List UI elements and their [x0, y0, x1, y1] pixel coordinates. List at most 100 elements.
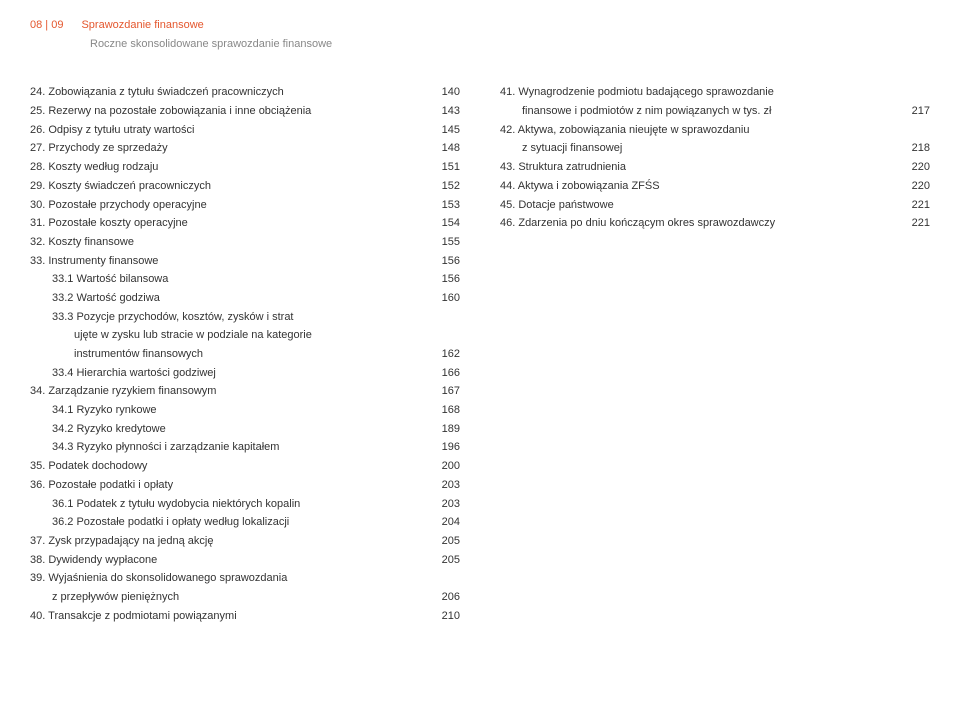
toc-row: 32. Koszty finansowe155 — [30, 233, 460, 252]
toc-row: 29. Koszty świadczeń pracowniczych152 — [30, 177, 460, 196]
toc-page-number: 189 — [432, 420, 460, 439]
toc-label: 41. Wynagrodzenie podmiotu badającego sp… — [500, 83, 902, 102]
toc-label: finansowe i podmiotów z nim powiązanych … — [500, 102, 902, 121]
toc-row: 30. Pozostałe przychody operacyjne153 — [30, 196, 460, 215]
toc-label: 46. Zdarzenia po dniu kończącym okres sp… — [500, 214, 902, 233]
toc-row: 36. Pozostałe podatki i opłaty203 — [30, 476, 460, 495]
toc-row: 38. Dywidendy wypłacone205 — [30, 551, 460, 570]
toc-row: 34. Zarządzanie ryzykiem finansowym167 — [30, 382, 460, 401]
toc-page-number: 205 — [432, 532, 460, 551]
toc-label: 30. Pozostałe przychody operacyjne — [30, 196, 432, 215]
doc-subtitle: Roczne skonsolidowane sprawozdanie finan… — [90, 35, 930, 54]
toc-row: 24. Zobowiązania z tytułu świadczeń prac… — [30, 83, 460, 102]
toc-label: 40. Transakcje z podmiotami powiązanymi — [30, 607, 432, 626]
toc-page-number: 145 — [432, 121, 460, 140]
toc-row: 36.2 Pozostałe podatki i opłaty według l… — [30, 513, 460, 532]
toc-row: 34.3 Ryzyko płynności i zarządzanie kapi… — [30, 438, 460, 457]
toc-page-number: 203 — [432, 476, 460, 495]
toc-label: 34.2 Ryzyko kredytowe — [30, 420, 432, 439]
toc-row: z przepływów pieniężnych206 — [30, 588, 460, 607]
toc-page-number: 153 — [432, 196, 460, 215]
toc-page-number: 168 — [432, 401, 460, 420]
toc-page-number: 210 — [432, 607, 460, 626]
toc-page-number: 217 — [902, 102, 930, 121]
toc-row: 34.1 Ryzyko rynkowe168 — [30, 401, 460, 420]
toc-row: 28. Koszty według rodzaju151 — [30, 158, 460, 177]
toc-column-right: 41. Wynagrodzenie podmiotu badającego sp… — [500, 83, 930, 625]
toc-row: 40. Transakcje z podmiotami powiązanymi2… — [30, 607, 460, 626]
toc-label: 28. Koszty według rodzaju — [30, 158, 432, 177]
toc-row: 44. Aktywa i zobowiązania ZFŚS220 — [500, 177, 930, 196]
toc-page-number: 166 — [432, 364, 460, 383]
toc-page-number: 205 — [432, 551, 460, 570]
page-number: 08 | 09 — [30, 16, 63, 35]
toc-page-number: 206 — [432, 588, 460, 607]
toc-label: 44. Aktywa i zobowiązania ZFŚS — [500, 177, 902, 196]
toc-label: 36. Pozostałe podatki i opłaty — [30, 476, 432, 495]
toc-page-number: 143 — [432, 102, 460, 121]
toc-label: z sytuacji finansowej — [500, 139, 902, 158]
toc-row: 45. Dotacje państwowe221 — [500, 196, 930, 215]
toc-row: 33.1 Wartość bilansowa156 — [30, 270, 460, 289]
header-row: 08 | 09 Sprawozdanie finansowe — [30, 16, 930, 35]
toc-row: 31. Pozostałe koszty operacyjne154 — [30, 214, 460, 233]
toc-label: 36.2 Pozostałe podatki i opłaty według l… — [30, 513, 432, 532]
toc-row: 42. Aktywa, zobowiązania nieujęte w spra… — [500, 121, 930, 140]
toc-row: 26. Odpisy z tytułu utraty wartości145 — [30, 121, 460, 140]
toc-row: 37. Zysk przypadający na jedną akcję205 — [30, 532, 460, 551]
toc-row: 36.1 Podatek z tytułu wydobycia niektóry… — [30, 495, 460, 514]
toc-label: 26. Odpisy z tytułu utraty wartości — [30, 121, 432, 140]
toc-row: 27. Przychody ze sprzedaży148 — [30, 139, 460, 158]
toc-page-number: 221 — [902, 214, 930, 233]
toc-label: ujęte w zysku lub stracie w podziale na … — [30, 326, 432, 345]
toc-page-number: 203 — [432, 495, 460, 514]
toc-row: instrumentów finansowych162 — [30, 345, 460, 364]
toc-row: z sytuacji finansowej218 — [500, 139, 930, 158]
toc-row: 41. Wynagrodzenie podmiotu badającego sp… — [500, 83, 930, 102]
toc-label: instrumentów finansowych — [30, 345, 432, 364]
toc-page-number: 221 — [902, 196, 930, 215]
toc-row: 39. Wyjaśnienia do skonsolidowanego spra… — [30, 569, 460, 588]
toc-row: 33.2 Wartość godziwa160 — [30, 289, 460, 308]
toc-label: 39. Wyjaśnienia do skonsolidowanego spra… — [30, 569, 432, 588]
toc-page-number: 220 — [902, 158, 930, 177]
toc-label: 29. Koszty świadczeń pracowniczych — [30, 177, 432, 196]
toc-row: 34.2 Ryzyko kredytowe189 — [30, 420, 460, 439]
toc-page-number: 155 — [432, 233, 460, 252]
toc-label: z przepływów pieniężnych — [30, 588, 432, 607]
toc-row: 43. Struktura zatrudnienia220 — [500, 158, 930, 177]
toc-label: 45. Dotacje państwowe — [500, 196, 902, 215]
toc-label: 24. Zobowiązania z tytułu świadczeń prac… — [30, 83, 432, 102]
toc-label: 31. Pozostałe koszty operacyjne — [30, 214, 432, 233]
toc-label: 42. Aktywa, zobowiązania nieujęte w spra… — [500, 121, 902, 140]
toc-page-number: 160 — [432, 289, 460, 308]
toc-columns: 24. Zobowiązania z tytułu świadczeń prac… — [30, 83, 930, 625]
toc-page-number: 151 — [432, 158, 460, 177]
toc-row: 33.3 Pozycje przychodów, kosztów, zysków… — [30, 308, 460, 327]
toc-page-number: 162 — [432, 345, 460, 364]
toc-label: 33.3 Pozycje przychodów, kosztów, zysków… — [30, 308, 432, 327]
toc-label: 33. Instrumenty finansowe — [30, 252, 432, 271]
toc-row: ujęte w zysku lub stracie w podziale na … — [30, 326, 460, 345]
toc-label: 33.2 Wartość godziwa — [30, 289, 432, 308]
toc-page-number: 140 — [432, 83, 460, 102]
toc-label: 34.1 Ryzyko rynkowe — [30, 401, 432, 420]
toc-label: 36.1 Podatek z tytułu wydobycia niektóry… — [30, 495, 432, 514]
toc-label: 32. Koszty finansowe — [30, 233, 432, 252]
toc-page-number: 218 — [902, 139, 930, 158]
toc-page-number: 167 — [432, 382, 460, 401]
toc-label: 35. Podatek dochodowy — [30, 457, 432, 476]
doc-header: 08 | 09 Sprawozdanie finansowe Roczne sk… — [30, 16, 930, 53]
toc-page-number: 148 — [432, 139, 460, 158]
toc-row: 35. Podatek dochodowy200 — [30, 457, 460, 476]
toc-page-number: 154 — [432, 214, 460, 233]
toc-label: 25. Rezerwy na pozostałe zobowiązania i … — [30, 102, 432, 121]
toc-label: 34.3 Ryzyko płynności i zarządzanie kapi… — [30, 438, 432, 457]
doc-title: Sprawozdanie finansowe — [81, 16, 203, 35]
toc-page-number: 196 — [432, 438, 460, 457]
toc-label: 37. Zysk przypadający na jedną akcję — [30, 532, 432, 551]
toc-label: 33.1 Wartość bilansowa — [30, 270, 432, 289]
toc-label: 43. Struktura zatrudnienia — [500, 158, 902, 177]
toc-page-number: 156 — [432, 270, 460, 289]
toc-row: 25. Rezerwy na pozostałe zobowiązania i … — [30, 102, 460, 121]
